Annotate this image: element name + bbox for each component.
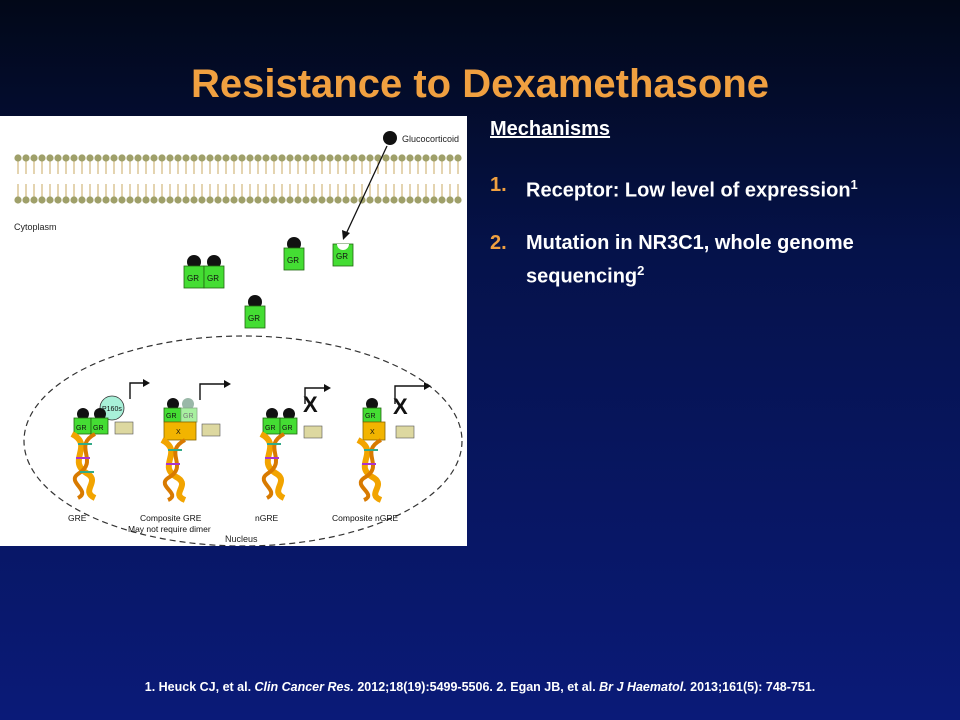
- ligand-arrow: [345, 145, 388, 235]
- svg-text:GR: GR: [336, 252, 348, 261]
- mechanism-number: 1.: [490, 174, 507, 196]
- footnote-marker: 1: [850, 177, 858, 192]
- svg-text:GR: GR: [265, 425, 276, 432]
- nucleus-boundary: [23, 335, 463, 546]
- svg-text:GR: GR: [166, 413, 177, 420]
- gr-translocating: GR: [244, 295, 266, 329]
- diagram-svg: Glucocorticoid Cytoplasm GR GR GR GR: [14, 131, 463, 546]
- mechanisms-panel: Mechanisms 1. Receptor: Low level of exp…: [490, 118, 950, 314]
- gr-monomer-unbound: GR: [332, 243, 354, 267]
- svg-text:GR: GR: [365, 413, 376, 420]
- label-no-dimer: May not require dimer: [128, 524, 211, 534]
- gr-dimer-cytoplasm: GR GR: [183, 255, 225, 289]
- mechanisms-heading: Mechanisms: [490, 118, 611, 140]
- cell-membrane: [14, 154, 462, 204]
- cytoplasm-label: Cytoplasm: [14, 222, 57, 232]
- label-ngre: nGRE: [255, 513, 278, 523]
- references: 1. Heuck CJ, et al. Clin Cancer Res. 201…: [144, 680, 816, 694]
- gre-panel: P160s GR GR GRE: [68, 379, 150, 523]
- svg-text:X: X: [370, 429, 375, 436]
- slide-title: Resistance to Dexamethasone: [190, 62, 769, 106]
- label-composite-ngre: Composite nGRE: [332, 513, 398, 523]
- repression-mark: X: [393, 394, 408, 419]
- footnote-marker: 2: [637, 262, 645, 278]
- mechanism-item: 1. Receptor: Low level of expression1: [490, 171, 950, 205]
- svg-text:GR: GR: [282, 425, 293, 432]
- mechanism-text: Receptor: Low level of expression1: [526, 177, 858, 202]
- gr-monomer-bound: GR: [283, 237, 305, 271]
- svg-text:GR: GR: [76, 425, 87, 432]
- composite-gre-panel: GR GR X Composite GRE May not require di…: [128, 380, 231, 534]
- mechanism-text: Mutation in NR3C1, whole genome sequenci…: [526, 231, 854, 288]
- label-composite-gre: Composite GRE: [140, 513, 202, 523]
- ligand-arrow-head: [342, 230, 350, 240]
- svg-text:GR: GR: [287, 256, 299, 265]
- label-gre: GRE: [68, 513, 87, 523]
- svg-text:GR: GR: [93, 425, 104, 432]
- svg-text:GR: GR: [183, 413, 194, 420]
- svg-text:GR: GR: [248, 314, 260, 323]
- svg-text:P160s: P160s: [102, 406, 122, 413]
- composite-ngre-panel: X GR X Composite nGRE: [332, 382, 431, 523]
- gr-mechanism-diagram: Glucocorticoid Cytoplasm GR GR GR GR: [0, 116, 467, 546]
- nucleus-label: Nucleus: [225, 534, 258, 544]
- svg-text:X: X: [176, 429, 181, 436]
- svg-text:GR: GR: [187, 274, 199, 283]
- ngre-panel: X GR GR nGRE: [255, 384, 331, 523]
- glucocorticoid-ligand: [383, 131, 397, 145]
- mechanism-number: 2.: [490, 231, 507, 254]
- mechanism-item: 2. Mutation in NR3C1, whole genome seque…: [490, 229, 950, 291]
- glucocorticoid-label: Glucocorticoid: [402, 134, 459, 144]
- repression-mark: X: [303, 392, 318, 417]
- svg-text:GR: GR: [207, 274, 219, 283]
